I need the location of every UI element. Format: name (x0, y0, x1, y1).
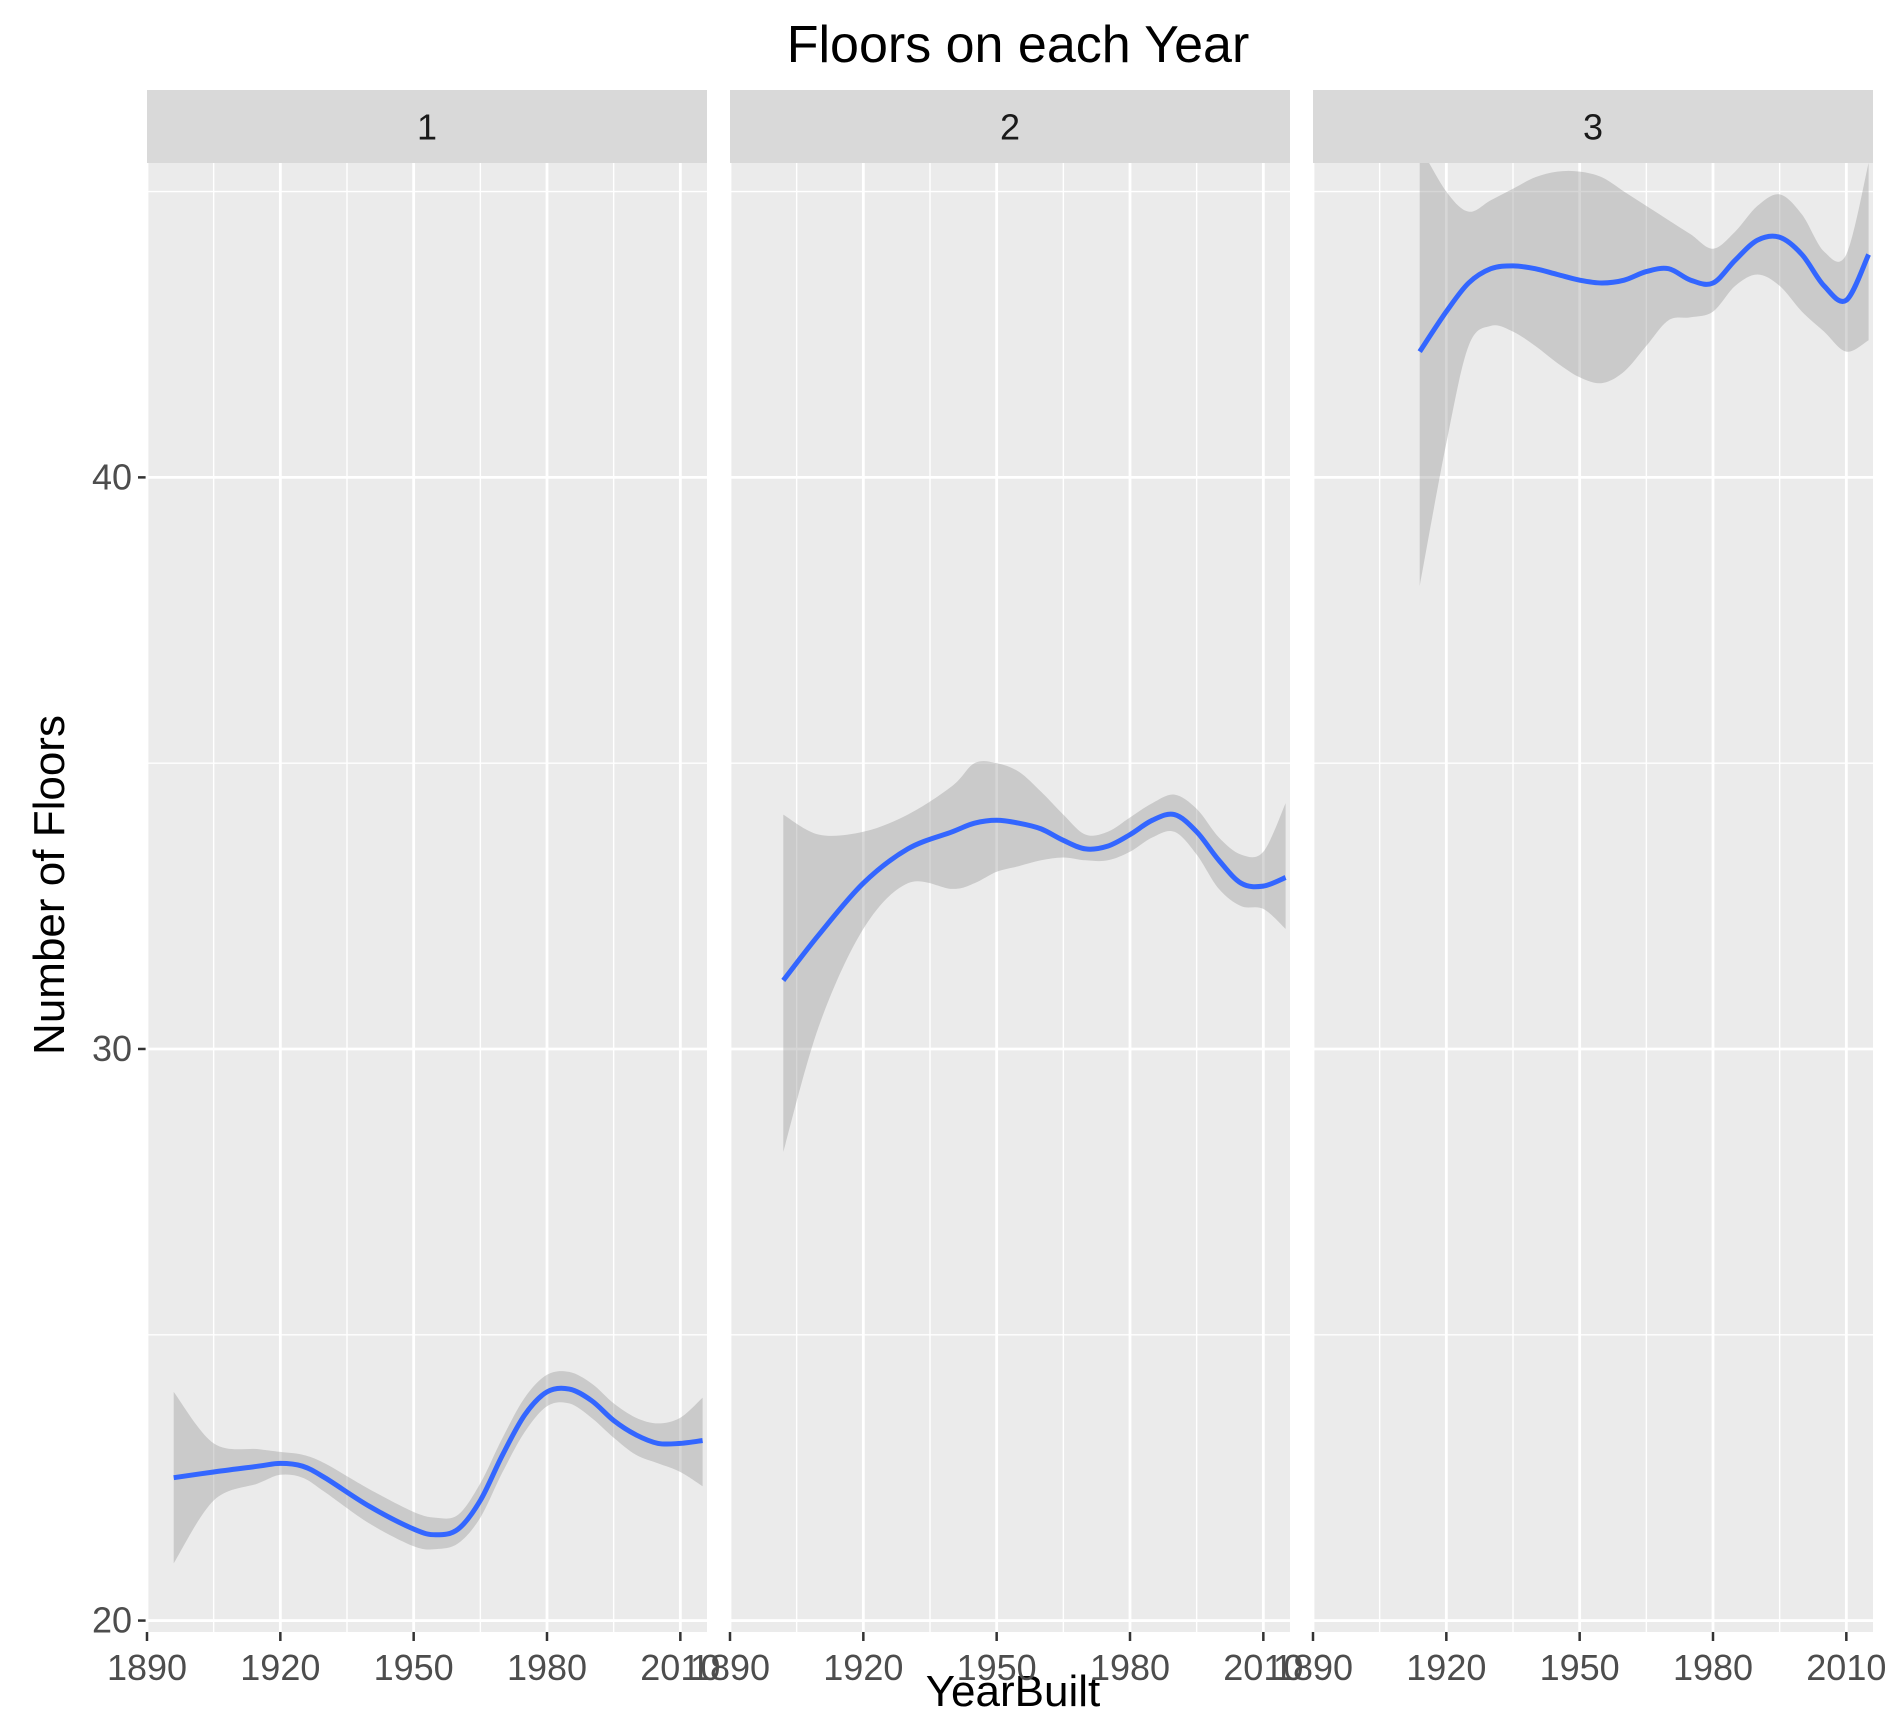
x-axis-title: YearBuilt (926, 1667, 1101, 1716)
confidence-ribbon-2 (783, 761, 1286, 1152)
x-tick-label: 1920 (240, 1647, 320, 1688)
plot-area: 20 30 40 1 1890 1920 1950 1980 2010 2 1890 1920 1950… (92, 90, 1886, 1688)
x-tick-label: 1920 (823, 1647, 903, 1688)
panel-background (1313, 163, 1873, 1632)
x-tick-label: 1950 (1540, 1647, 1620, 1688)
smooth-line-1 (173, 1385, 703, 1538)
facet-panel-3: 3 1890 1920 1950 1980 2010 (1273, 90, 1886, 1688)
panel-grid (728, 163, 1290, 1632)
x-axis-3: 1890 1920 1950 1980 2010 (1273, 1632, 1886, 1688)
x-tick-label: 2010 (1806, 1647, 1886, 1688)
facet-panel-2: 2 1890 1920 1950 1980 2010 (690, 90, 1303, 1688)
panel-grid (145, 163, 707, 1632)
facet-strip (147, 90, 707, 163)
x-axis-2: 1890 1920 1950 1980 2010 (690, 1632, 1303, 1688)
panel-grid (1311, 163, 1873, 1632)
x-tick-label: 1920 (1406, 1647, 1486, 1688)
y-tick-label: 40 (92, 456, 132, 497)
x-tick-label: 2010 (1223, 1647, 1303, 1688)
facet-strip-label: 1 (417, 107, 437, 148)
facet-strip (730, 90, 1290, 163)
x-axis-1: 1890 1920 1950 1980 2010 (107, 1632, 720, 1688)
facet-strip (1313, 90, 1873, 163)
x-tick-label: 1950 (374, 1647, 454, 1688)
smooth-line-3 (1417, 233, 1871, 353)
facet-strip-label: 2 (1000, 107, 1020, 148)
x-tick-label: 1980 (1673, 1647, 1753, 1688)
y-axis-title: Number of Floors (25, 715, 74, 1055)
confidence-ribbon-1 (173, 1371, 703, 1564)
x-tick-label: 1890 (690, 1647, 770, 1688)
chart-title: Floors on each Year (787, 16, 1250, 74)
x-tick-label: 1980 (507, 1647, 587, 1688)
y-tick-label: 20 (92, 1600, 132, 1641)
x-tick-label: 1890 (1273, 1647, 1353, 1688)
x-tick-label: 1980 (1090, 1647, 1170, 1688)
x-tick-label: 1890 (107, 1647, 187, 1688)
y-tick-label: 30 (92, 1028, 132, 1069)
y-axis: 20 30 40 (92, 456, 147, 1641)
x-tick-label: 1950 (957, 1647, 1037, 1688)
facet-panel-1: 1 1890 1920 1950 1980 2010 (107, 90, 720, 1688)
facet-strip-label: 3 (1583, 107, 1603, 148)
smooth-line-2 (781, 811, 1287, 982)
x-tick-label: 2010 (640, 1647, 720, 1688)
